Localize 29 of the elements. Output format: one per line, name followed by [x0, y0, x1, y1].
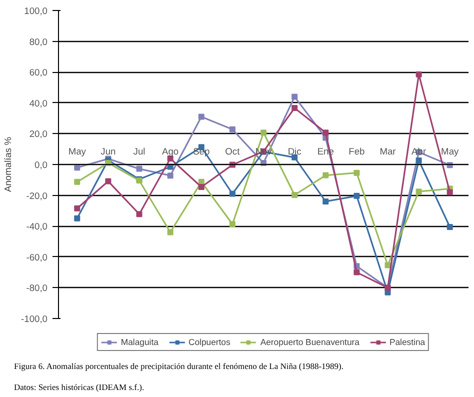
y-tick-label: 40,0: [29, 98, 48, 108]
x-tick-label: May: [441, 146, 460, 156]
legend-label: Colpuertos: [188, 337, 230, 347]
y-tick-label: -100,0: [21, 314, 48, 324]
y-tick-label: -60,0: [26, 252, 48, 262]
x-tick-label: Dic: [288, 146, 302, 156]
legend-label: Palestina: [389, 337, 426, 347]
y-tick-label: 80,0: [29, 36, 48, 47]
x-tick-label: Abr: [412, 146, 426, 156]
y-tick-label: -20,0: [26, 190, 48, 201]
y-tick-label: 60,0: [29, 68, 48, 78]
x-tick-label: Ago: [162, 146, 179, 156]
y-tick-label: 20,0: [29, 129, 48, 140]
y-tick-label: 100,0: [24, 6, 48, 16]
legend-label: Aeropuerto Buenaventura: [260, 337, 360, 347]
x-tick-label: Jul: [133, 146, 146, 156]
x-tick-label: Jun: [100, 146, 116, 156]
y-tick-label: -40,0: [26, 222, 48, 232]
x-tick-label: May: [68, 146, 86, 156]
y-tick-label: -80,0: [26, 283, 48, 294]
y-tick-label: 0,0: [34, 160, 48, 170]
legend-label: Malaguita: [120, 337, 158, 347]
text: Figura 6. Anomalías porcentuales de precipitación durante el fenómeno de La Niña (1988-1989).: [14, 361, 344, 372]
x-tick-label: Feb: [348, 146, 365, 156]
x-tick-label: Oct: [225, 146, 240, 156]
x-tick-label: Nov: [255, 146, 272, 156]
x-tick-label: Mar: [380, 146, 396, 156]
y-axis-title: Anomalías %: [3, 137, 14, 192]
text: Datos: Series históricas (IDEAM s.f.).: [14, 382, 144, 393]
